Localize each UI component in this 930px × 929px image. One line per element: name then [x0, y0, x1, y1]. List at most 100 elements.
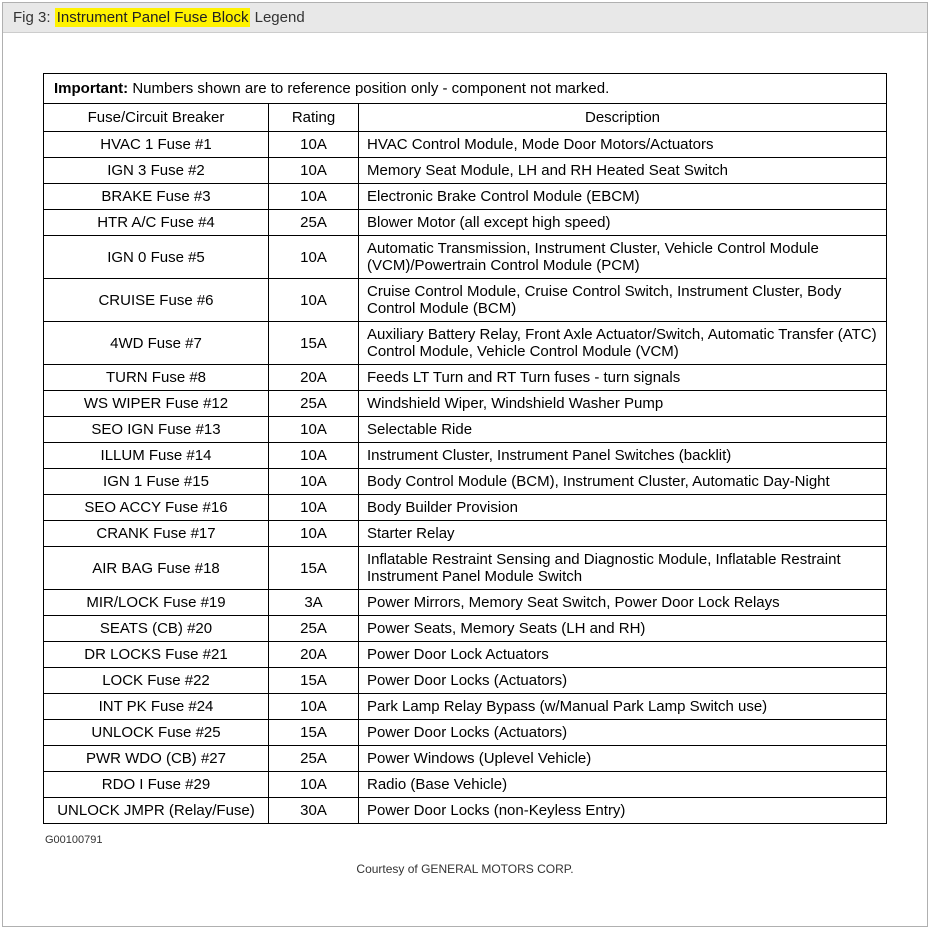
- cell-rating: 3A: [269, 590, 359, 616]
- table-row: AIR BAG Fuse #1815AInflatable Restraint …: [44, 547, 887, 590]
- cell-rating: 10A: [269, 132, 359, 158]
- cell-rating: 25A: [269, 210, 359, 236]
- table-row: HVAC 1 Fuse #110AHVAC Control Module, Mo…: [44, 132, 887, 158]
- cell-description: Body Builder Provision: [359, 495, 887, 521]
- cell-description: Park Lamp Relay Bypass (w/Manual Park La…: [359, 694, 887, 720]
- cell-fuse: AIR BAG Fuse #18: [44, 547, 269, 590]
- cell-rating: 10A: [269, 495, 359, 521]
- cell-rating: 10A: [269, 772, 359, 798]
- cell-description: Power Door Locks (non-Keyless Entry): [359, 798, 887, 824]
- cell-rating: 10A: [269, 158, 359, 184]
- title-prefix: Fig 3:: [13, 9, 55, 26]
- important-note-row: Important: Numbers shown are to referenc…: [44, 74, 887, 104]
- cell-rating: 15A: [269, 720, 359, 746]
- cell-description: Blower Motor (all except high speed): [359, 210, 887, 236]
- cell-rating: 15A: [269, 322, 359, 365]
- table-row: LOCK Fuse #2215APower Door Locks (Actuat…: [44, 668, 887, 694]
- important-label: Important:: [54, 80, 128, 97]
- cell-fuse: UNLOCK Fuse #25: [44, 720, 269, 746]
- cell-description: Starter Relay: [359, 521, 887, 547]
- table-row: CRUISE Fuse #610ACruise Control Module, …: [44, 279, 887, 322]
- cell-fuse: SEO IGN Fuse #13: [44, 417, 269, 443]
- cell-description: Automatic Transmission, Instrument Clust…: [359, 236, 887, 279]
- table-row: SEO ACCY Fuse #1610ABody Builder Provisi…: [44, 495, 887, 521]
- table-body: HVAC 1 Fuse #110AHVAC Control Module, Mo…: [44, 132, 887, 824]
- table-row: IGN 1 Fuse #1510ABody Control Module (BC…: [44, 469, 887, 495]
- table-row: INT PK Fuse #2410APark Lamp Relay Bypass…: [44, 694, 887, 720]
- cell-rating: 10A: [269, 443, 359, 469]
- table-row: SEATS (CB) #2025APower Seats, Memory Sea…: [44, 616, 887, 642]
- important-text: Numbers shown are to reference position …: [128, 80, 609, 97]
- cell-fuse: 4WD Fuse #7: [44, 322, 269, 365]
- table-row: IGN 0 Fuse #510AAutomatic Transmission, …: [44, 236, 887, 279]
- cell-rating: 10A: [269, 694, 359, 720]
- cell-description: Memory Seat Module, LH and RH Heated Sea…: [359, 158, 887, 184]
- cell-fuse: CRUISE Fuse #6: [44, 279, 269, 322]
- cell-description: Power Windows (Uplevel Vehicle): [359, 746, 887, 772]
- cell-fuse: ILLUM Fuse #14: [44, 443, 269, 469]
- cell-description: Power Door Lock Actuators: [359, 642, 887, 668]
- table-row: TURN Fuse #820AFeeds LT Turn and RT Turn…: [44, 365, 887, 391]
- table-row: UNLOCK Fuse #2515APower Door Locks (Actu…: [44, 720, 887, 746]
- cell-rating: 20A: [269, 642, 359, 668]
- cell-fuse: TURN Fuse #8: [44, 365, 269, 391]
- cell-description: Cruise Control Module, Cruise Control Sw…: [359, 279, 887, 322]
- table-row: CRANK Fuse #1710AStarter Relay: [44, 521, 887, 547]
- cell-fuse: MIR/LOCK Fuse #19: [44, 590, 269, 616]
- cell-description: Feeds LT Turn and RT Turn fuses - turn s…: [359, 365, 887, 391]
- cell-rating: 10A: [269, 469, 359, 495]
- cell-rating: 25A: [269, 616, 359, 642]
- table-row: HTR A/C Fuse #425ABlower Motor (all exce…: [44, 210, 887, 236]
- table-header-row: Fuse/Circuit Breaker Rating Description: [44, 104, 887, 132]
- document-frame: Fig 3: Instrument Panel Fuse Block Legen…: [2, 2, 928, 927]
- cell-description: Windshield Wiper, Windshield Washer Pump: [359, 391, 887, 417]
- table-row: PWR WDO (CB) #2725APower Windows (Upleve…: [44, 746, 887, 772]
- table-row: DR LOCKS Fuse #2120APower Door Lock Actu…: [44, 642, 887, 668]
- cell-fuse: HVAC 1 Fuse #1: [44, 132, 269, 158]
- cell-fuse: IGN 0 Fuse #5: [44, 236, 269, 279]
- cell-description: Power Door Locks (Actuators): [359, 668, 887, 694]
- cell-rating: 10A: [269, 279, 359, 322]
- courtesy-line: Courtesy of GENERAL MOTORS CORP.: [43, 862, 887, 876]
- cell-rating: 10A: [269, 184, 359, 210]
- col-header-desc: Description: [359, 104, 887, 132]
- cell-fuse: IGN 1 Fuse #15: [44, 469, 269, 495]
- cell-description: Power Seats, Memory Seats (LH and RH): [359, 616, 887, 642]
- document-code: G00100791: [45, 834, 887, 846]
- title-suffix: Legend: [250, 9, 304, 26]
- cell-description: Auxiliary Battery Relay, Front Axle Actu…: [359, 322, 887, 365]
- cell-rating: 15A: [269, 547, 359, 590]
- cell-fuse: RDO I Fuse #29: [44, 772, 269, 798]
- cell-description: HVAC Control Module, Mode Door Motors/Ac…: [359, 132, 887, 158]
- cell-description: Body Control Module (BCM), Instrument Cl…: [359, 469, 887, 495]
- table-row: RDO I Fuse #2910ARadio (Base Vehicle): [44, 772, 887, 798]
- cell-fuse: IGN 3 Fuse #2: [44, 158, 269, 184]
- table-row: BRAKE Fuse #310AElectronic Brake Control…: [44, 184, 887, 210]
- table-row: WS WIPER Fuse #1225AWindshield Wiper, Wi…: [44, 391, 887, 417]
- cell-rating: 10A: [269, 521, 359, 547]
- important-note-cell: Important: Numbers shown are to referenc…: [44, 74, 887, 104]
- cell-fuse: SEATS (CB) #20: [44, 616, 269, 642]
- table-row: MIR/LOCK Fuse #193APower Mirrors, Memory…: [44, 590, 887, 616]
- cell-description: Inflatable Restraint Sensing and Diagnos…: [359, 547, 887, 590]
- col-header-rating: Rating: [269, 104, 359, 132]
- cell-description: Power Mirrors, Memory Seat Switch, Power…: [359, 590, 887, 616]
- cell-description: Instrument Cluster, Instrument Panel Swi…: [359, 443, 887, 469]
- cell-rating: 10A: [269, 236, 359, 279]
- cell-fuse: BRAKE Fuse #3: [44, 184, 269, 210]
- fuse-table: Important: Numbers shown are to referenc…: [43, 73, 887, 824]
- title-bar: Fig 3: Instrument Panel Fuse Block Legen…: [3, 3, 927, 33]
- cell-fuse: SEO ACCY Fuse #16: [44, 495, 269, 521]
- cell-rating: 30A: [269, 798, 359, 824]
- cell-fuse: HTR A/C Fuse #4: [44, 210, 269, 236]
- cell-rating: 25A: [269, 391, 359, 417]
- cell-description: Power Door Locks (Actuators): [359, 720, 887, 746]
- cell-fuse: LOCK Fuse #22: [44, 668, 269, 694]
- table-row: SEO IGN Fuse #1310ASelectable Ride: [44, 417, 887, 443]
- cell-fuse: CRANK Fuse #17: [44, 521, 269, 547]
- cell-fuse: INT PK Fuse #24: [44, 694, 269, 720]
- col-header-fuse: Fuse/Circuit Breaker: [44, 104, 269, 132]
- cell-fuse: UNLOCK JMPR (Relay/Fuse): [44, 798, 269, 824]
- cell-rating: 25A: [269, 746, 359, 772]
- cell-rating: 10A: [269, 417, 359, 443]
